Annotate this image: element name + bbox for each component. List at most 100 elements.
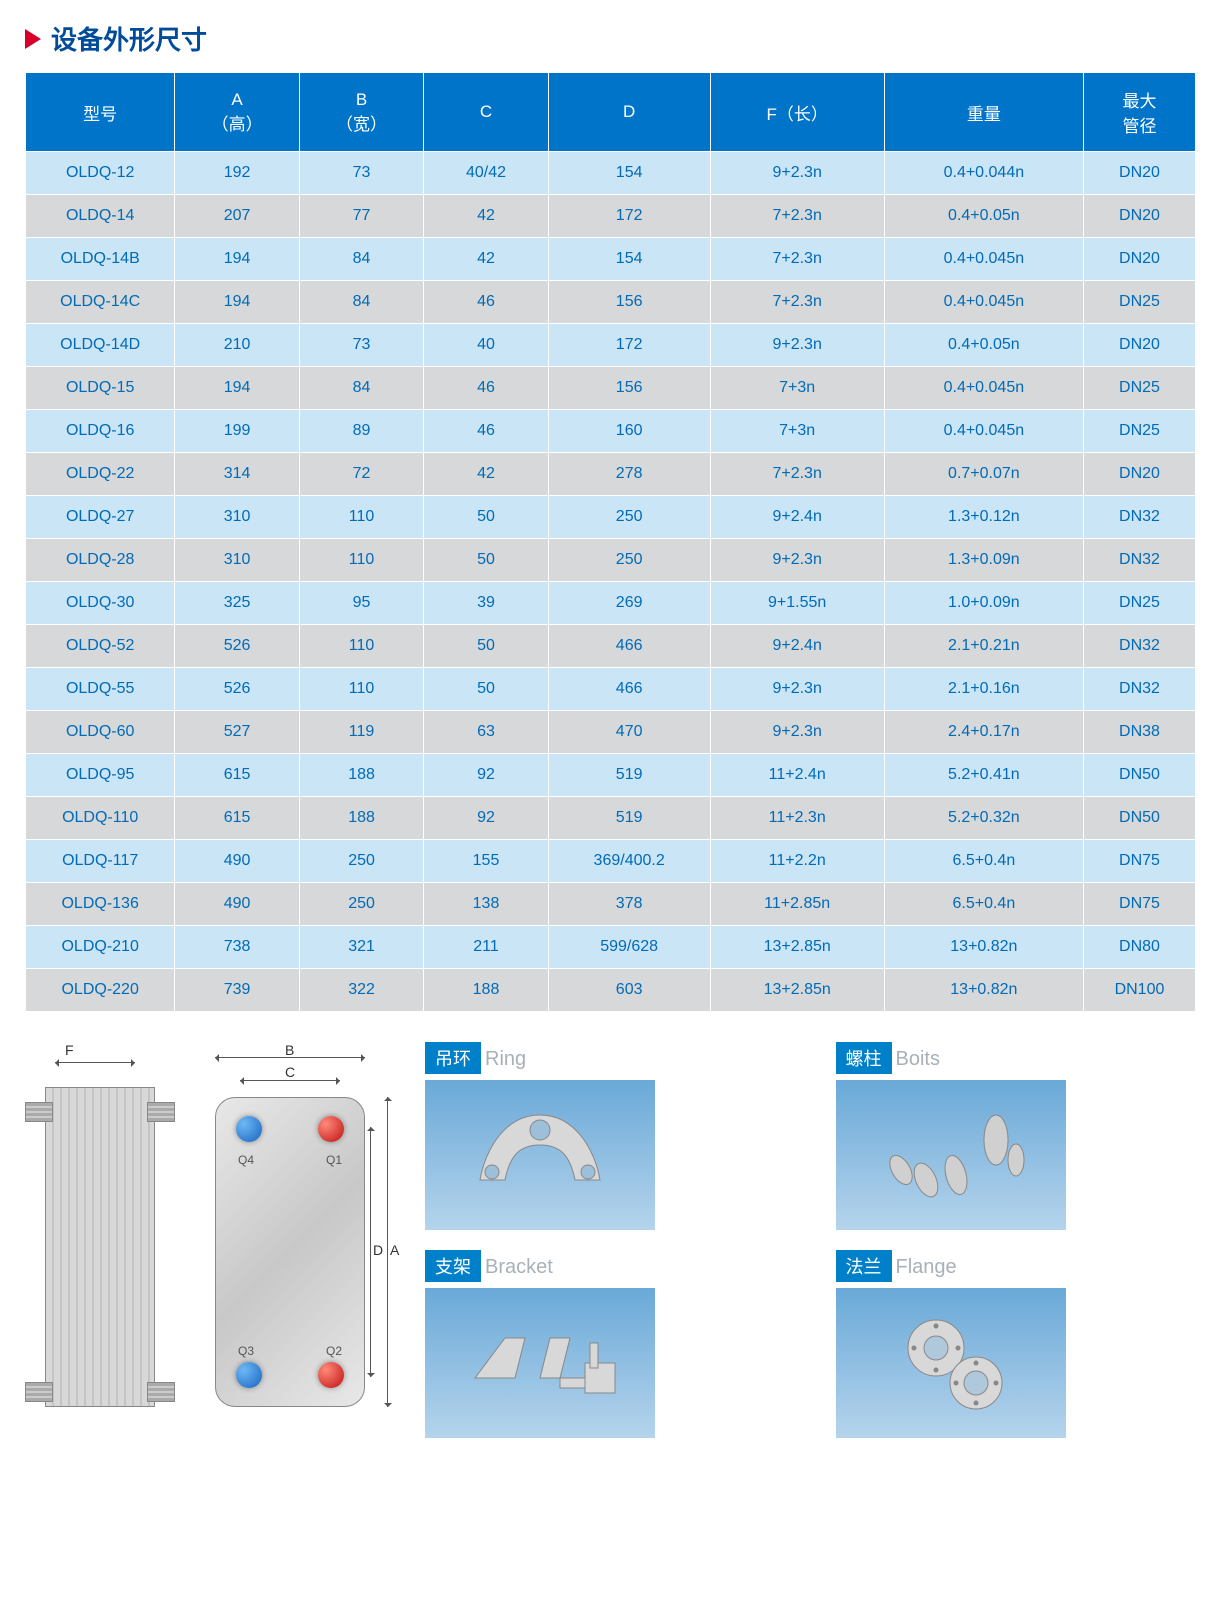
table-cell: 7+3n bbox=[710, 367, 884, 410]
table-cell: 155 bbox=[424, 840, 548, 883]
table-cell: 63 bbox=[424, 711, 548, 754]
dim-c-arrow bbox=[240, 1080, 340, 1081]
table-row: OLDQ-1519484461567+3n0.4+0.045nDN25 bbox=[26, 367, 1196, 410]
dim-b-label: B bbox=[285, 1042, 294, 1058]
port-q4 bbox=[236, 1116, 262, 1142]
side-body bbox=[45, 1087, 155, 1407]
front-plate: Q4 Q1 Q3 Q2 bbox=[215, 1097, 365, 1407]
table-cell: 84 bbox=[299, 281, 423, 324]
table-cell: 73 bbox=[299, 324, 423, 367]
table-cell: 615 bbox=[175, 797, 299, 840]
table-cell: 0.7+0.07n bbox=[884, 453, 1083, 496]
table-cell: 9+2.3n bbox=[710, 711, 884, 754]
table-cell: 110 bbox=[299, 625, 423, 668]
table-cell: OLDQ-55 bbox=[26, 668, 175, 711]
table-cell: 519 bbox=[548, 797, 710, 840]
port-q3 bbox=[236, 1362, 262, 1388]
table-cell: 0.4+0.045n bbox=[884, 281, 1083, 324]
table-cell: DN75 bbox=[1083, 840, 1195, 883]
table-cell: 490 bbox=[175, 883, 299, 926]
table-cell: OLDQ-220 bbox=[26, 969, 175, 1012]
table-cell: 470 bbox=[548, 711, 710, 754]
table-cell: 7+2.3n bbox=[710, 195, 884, 238]
table-cell: 9+2.4n bbox=[710, 496, 884, 539]
table-cell: DN32 bbox=[1083, 539, 1195, 582]
table-cell: 2.4+0.17n bbox=[884, 711, 1083, 754]
table-cell: 526 bbox=[175, 668, 299, 711]
table-cell: OLDQ-60 bbox=[26, 711, 175, 754]
accessory-label-en: Boits bbox=[896, 1048, 940, 1071]
table-cell: 322 bbox=[299, 969, 423, 1012]
table-cell: 95 bbox=[299, 582, 423, 625]
accessory-label-cn: 螺柱 bbox=[836, 1042, 892, 1074]
accessory-label: 吊环Ring bbox=[425, 1042, 786, 1074]
table-cell: 46 bbox=[424, 410, 548, 453]
table-row: OLDQ-13649025013837811+2.85n6.5+0.4nDN75 bbox=[26, 883, 1196, 926]
table-cell: 6.5+0.4n bbox=[884, 840, 1083, 883]
table-cell: 50 bbox=[424, 625, 548, 668]
table-cell: 194 bbox=[175, 281, 299, 324]
table-cell: 0.4+0.045n bbox=[884, 410, 1083, 453]
table-cell: 321 bbox=[299, 926, 423, 969]
bottom-area: F B C Q4 Q1 Q3 Q2 D A bbox=[25, 1042, 1196, 1442]
table-cell: 310 bbox=[175, 539, 299, 582]
table-cell: 188 bbox=[299, 797, 423, 840]
table-cell: 1.3+0.12n bbox=[884, 496, 1083, 539]
dim-f-arrow bbox=[55, 1062, 135, 1063]
table-cell: 9+2.3n bbox=[710, 324, 884, 367]
table-cell: 9+2.3n bbox=[710, 668, 884, 711]
accessory-label-en: Ring bbox=[485, 1048, 526, 1071]
table-cell: 46 bbox=[424, 367, 548, 410]
table-cell: 192 bbox=[175, 152, 299, 195]
table-cell: 278 bbox=[548, 453, 710, 496]
table-cell: DN25 bbox=[1083, 410, 1195, 453]
table-cell: OLDQ-136 bbox=[26, 883, 175, 926]
accessory-label-en: Bracket bbox=[485, 1256, 553, 1279]
table-cell: 0.4+0.045n bbox=[884, 238, 1083, 281]
table-cell: 40 bbox=[424, 324, 548, 367]
table-cell: 250 bbox=[299, 840, 423, 883]
table-cell: OLDQ-14D bbox=[26, 324, 175, 367]
table-cell: OLDQ-28 bbox=[26, 539, 175, 582]
dim-a-label: A bbox=[390, 1242, 399, 1258]
table-row: OLDQ-22073932218860313+2.85n13+0.82nDN10… bbox=[26, 969, 1196, 1012]
table-row: OLDQ-55526110504669+2.3n2.1+0.16nDN32 bbox=[26, 668, 1196, 711]
dim-a-arrow bbox=[387, 1097, 388, 1407]
table-cell: 13+0.82n bbox=[884, 969, 1083, 1012]
table-cell: OLDQ-15 bbox=[26, 367, 175, 410]
table-cell: OLDQ-14 bbox=[26, 195, 175, 238]
accessory-label: 螺柱Boits bbox=[836, 1042, 1197, 1074]
table-cell: DN25 bbox=[1083, 367, 1195, 410]
table-cell: OLDQ-117 bbox=[26, 840, 175, 883]
table-cell: 466 bbox=[548, 668, 710, 711]
table-row: OLDQ-14B19484421547+2.3n0.4+0.045nDN20 bbox=[26, 238, 1196, 281]
table-cell: DN20 bbox=[1083, 195, 1195, 238]
table-cell: OLDQ-110 bbox=[26, 797, 175, 840]
table-cell: 89 bbox=[299, 410, 423, 453]
table-cell: 210 bbox=[175, 324, 299, 367]
table-cell: DN25 bbox=[1083, 281, 1195, 324]
table-cell: 615 bbox=[175, 754, 299, 797]
table-cell: 0.4+0.044n bbox=[884, 152, 1083, 195]
table-row: OLDQ-60527119634709+2.3n2.4+0.17nDN38 bbox=[26, 711, 1196, 754]
table-cell: DN32 bbox=[1083, 668, 1195, 711]
table-cell: 527 bbox=[175, 711, 299, 754]
table-row: OLDQ-1619989461607+3n0.4+0.045nDN25 bbox=[26, 410, 1196, 453]
side-view: F bbox=[25, 1042, 175, 1422]
table-cell: 73 bbox=[299, 152, 423, 195]
nozzle bbox=[147, 1102, 175, 1122]
arrow-icon bbox=[25, 29, 41, 49]
table-cell: 42 bbox=[424, 453, 548, 496]
accessory-image bbox=[425, 1288, 655, 1438]
table-row: OLDQ-121927340/421549+2.3n0.4+0.044nDN20 bbox=[26, 152, 1196, 195]
accessory-image bbox=[425, 1080, 655, 1230]
col-header: A （高） bbox=[175, 73, 299, 152]
table-cell: 39 bbox=[424, 582, 548, 625]
table-cell: 466 bbox=[548, 625, 710, 668]
table-cell: 138 bbox=[424, 883, 548, 926]
table-cell: OLDQ-14B bbox=[26, 238, 175, 281]
accessory-item: 吊环Ring bbox=[425, 1042, 786, 1230]
table-cell: 5.2+0.41n bbox=[884, 754, 1083, 797]
nozzle bbox=[25, 1382, 53, 1402]
table-cell: 314 bbox=[175, 453, 299, 496]
